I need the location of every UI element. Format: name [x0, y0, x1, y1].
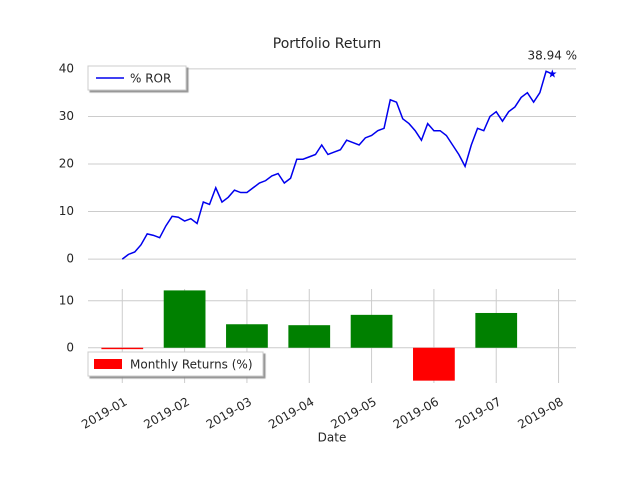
legend: % ROR: [87, 65, 187, 91]
legend-swatch: [94, 359, 122, 369]
last-point-marker: [548, 69, 557, 78]
y-tick-label: 0: [66, 252, 74, 266]
y-tick-label: 10: [59, 293, 74, 307]
x-tick-label: 2019-05: [328, 395, 378, 432]
y-tick-label: 40: [59, 61, 74, 75]
line: [121, 70, 553, 260]
x-tick-label: 2019-04: [266, 395, 316, 432]
chart-title: Portfolio Return: [273, 36, 382, 52]
bar: [226, 324, 268, 348]
annotation: 38.94 %: [528, 48, 578, 62]
y-tick-label: 30: [59, 109, 74, 123]
x-tick-label: 2019-03: [204, 395, 254, 432]
bar: [288, 325, 331, 348]
y-tick-label: 0: [66, 340, 74, 354]
x-tick-label: 2019-02: [141, 395, 191, 432]
bar: [413, 347, 455, 381]
legend-label: % ROR: [130, 72, 171, 86]
bar: [101, 347, 144, 350]
x-tick-label: 2019-01: [79, 395, 129, 432]
y-tick-label: 20: [59, 157, 74, 171]
y-tick-label: 10: [59, 204, 74, 218]
bar: [350, 314, 393, 348]
x-tick-label: 2019-08: [515, 395, 565, 432]
bar: [475, 312, 518, 348]
x-tick-label: 2019-06: [391, 395, 441, 432]
x-tick-label: 2019-07: [453, 395, 503, 432]
legend: Monthly Returns (%): [87, 351, 264, 377]
x-axis-label: Date: [318, 431, 347, 445]
legend-label: Monthly Returns (%): [130, 358, 253, 372]
bar: [163, 290, 206, 348]
